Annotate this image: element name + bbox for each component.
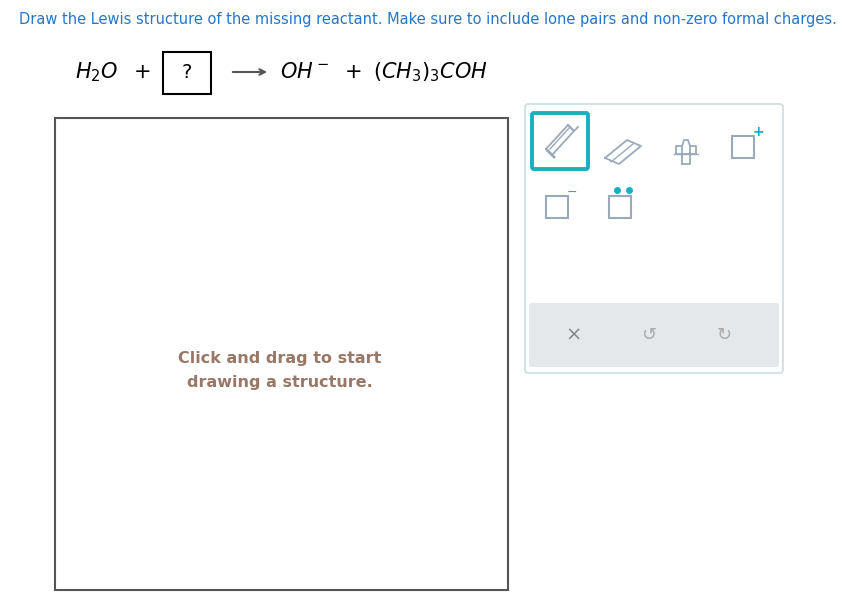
FancyBboxPatch shape (529, 303, 779, 367)
FancyBboxPatch shape (525, 104, 783, 373)
Text: +: + (345, 62, 363, 82)
Text: $(\mathit{CH_3})_3\mathit{COH}$: $(\mathit{CH_3})_3\mathit{COH}$ (372, 60, 487, 84)
Text: Draw the Lewis structure of the missing reactant. Make sure to include lone pair: Draw the Lewis structure of the missing … (19, 12, 837, 27)
Text: drawing a structure.: drawing a structure. (187, 375, 373, 389)
Bar (546, 196, 568, 218)
Text: ↻: ↻ (717, 326, 732, 344)
FancyBboxPatch shape (532, 113, 588, 169)
Text: +: + (752, 125, 764, 139)
Text: Click and drag to start: Click and drag to start (178, 351, 382, 365)
Text: ?: ? (181, 62, 193, 81)
Bar (732, 136, 754, 158)
Bar (55, 118, 508, 590)
Bar (609, 196, 631, 218)
Text: −: − (567, 186, 577, 199)
Text: $\mathit{H_2O}$: $\mathit{H_2O}$ (75, 60, 119, 84)
Text: ×: × (565, 326, 581, 345)
Bar (163, 52, 211, 94)
Text: +: + (134, 62, 152, 82)
Text: ↺: ↺ (641, 326, 657, 344)
Text: $\mathit{OH}^-$: $\mathit{OH}^-$ (281, 62, 330, 82)
